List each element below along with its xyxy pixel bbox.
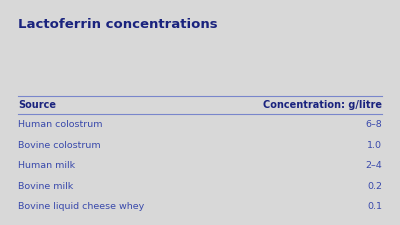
Text: Bovine colostrum: Bovine colostrum <box>18 141 101 150</box>
Text: Bovine milk: Bovine milk <box>18 182 73 191</box>
Text: Human milk: Human milk <box>18 161 75 170</box>
Text: Human colostrum: Human colostrum <box>18 120 102 129</box>
Text: Lactoferrin concentrations: Lactoferrin concentrations <box>18 18 218 31</box>
Text: Source: Source <box>18 100 56 110</box>
Text: 1.0: 1.0 <box>367 141 382 150</box>
Text: 0.2: 0.2 <box>367 182 382 191</box>
Text: 2–4: 2–4 <box>365 161 382 170</box>
Text: Bovine liquid cheese whey: Bovine liquid cheese whey <box>18 202 144 211</box>
Text: 0.1: 0.1 <box>367 202 382 211</box>
Text: 6–8: 6–8 <box>365 120 382 129</box>
Text: Concentration: g/litre: Concentration: g/litre <box>263 100 382 110</box>
